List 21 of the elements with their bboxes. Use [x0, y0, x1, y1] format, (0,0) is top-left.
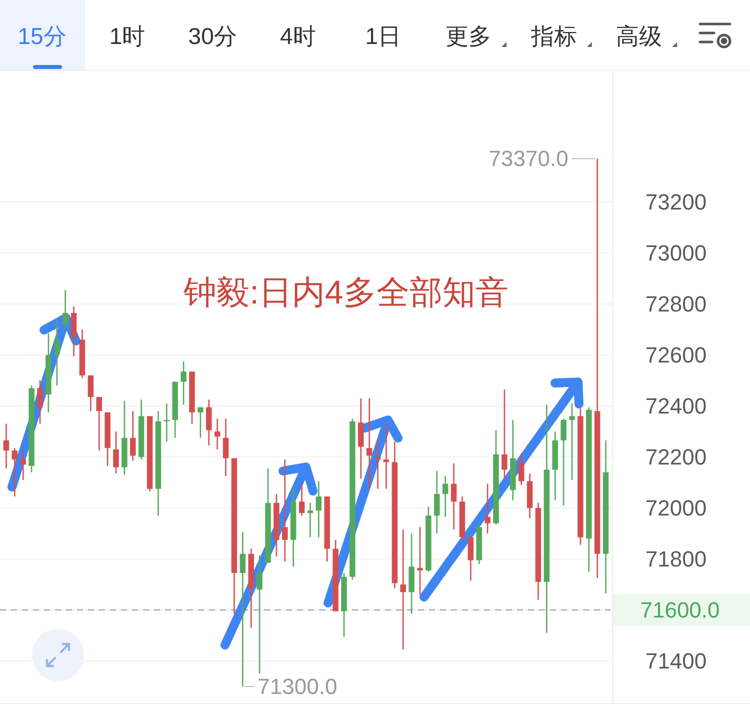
y-tick-label: 73000 — [645, 240, 707, 266]
y-tick-label: 72200 — [645, 444, 707, 470]
y-tick-label: 73200 — [645, 190, 707, 215]
y-tick-label: 72600 — [645, 342, 707, 368]
tab-label: 1日 — [365, 23, 402, 49]
tab-label: 30分 — [188, 23, 237, 49]
tab-label: 4时 — [280, 23, 316, 49]
tab-label: 指标 — [530, 23, 577, 49]
extreme-label: 71300.0 — [258, 674, 338, 699]
y-tick-label: 72000 — [645, 495, 707, 520]
note: 钟毅:日内4多全部知音 — [184, 274, 508, 310]
tab-label: 更多 — [446, 23, 492, 49]
y-tick-label: 71400 — [645, 648, 707, 674]
y-tick-label: 71800 — [645, 546, 707, 572]
y-tick-label: 72400 — [645, 393, 707, 418]
ref-label: 71600.0 — [640, 597, 720, 622]
tab-label: 1时 — [109, 23, 146, 49]
y-tick-label: 72800 — [645, 292, 707, 316]
extreme-label: 73370.0 — [488, 146, 568, 172]
tab-label: 15分 — [18, 23, 66, 49]
tab-label: 高级 — [616, 23, 662, 49]
